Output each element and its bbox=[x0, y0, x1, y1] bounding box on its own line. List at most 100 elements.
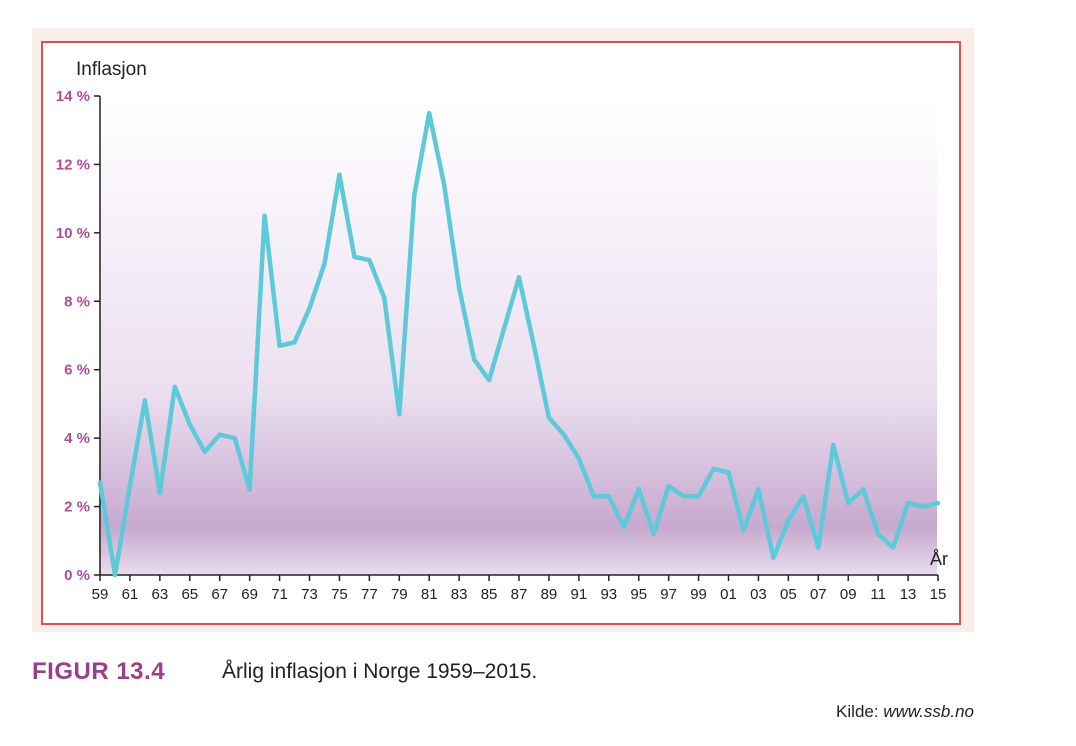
data-point bbox=[501, 326, 507, 331]
data-point bbox=[771, 555, 776, 561]
data-point bbox=[531, 343, 537, 348]
data-point bbox=[247, 487, 252, 492]
x-tick-label: 65 bbox=[181, 586, 198, 603]
data-point bbox=[127, 483, 133, 489]
series-group bbox=[97, 110, 941, 578]
x-tick-label: 89 bbox=[541, 586, 558, 603]
x-tick-label: 95 bbox=[630, 586, 647, 603]
data-point bbox=[636, 487, 641, 492]
inflation-chart: Inflasjon År 0 % 2 % 4 % 6 % 8 % 10 % 12 % 14 %… bbox=[41, 41, 961, 625]
data-point bbox=[711, 466, 716, 472]
data-point bbox=[831, 442, 836, 448]
data-point bbox=[816, 545, 821, 550]
data-point bbox=[591, 494, 597, 499]
source-link[interactable]: www.ssb.no bbox=[883, 702, 974, 721]
x-tick-label: 73 bbox=[301, 586, 318, 603]
data-point bbox=[232, 435, 237, 441]
data-point bbox=[337, 172, 342, 177]
data-point bbox=[890, 545, 896, 550]
x-tick-label: 61 bbox=[122, 586, 139, 603]
data-point bbox=[666, 483, 671, 489]
data-point bbox=[741, 528, 746, 533]
data-point bbox=[726, 470, 731, 475]
y-axis-label: Inflasjon bbox=[76, 59, 147, 80]
y-tick-label: 6 % bbox=[64, 362, 90, 379]
data-point bbox=[412, 193, 417, 198]
x-tick-label: 15 bbox=[930, 586, 947, 603]
data-point bbox=[606, 494, 611, 499]
x-tick-label: 69 bbox=[241, 586, 258, 603]
x-tick-label: 99 bbox=[690, 586, 707, 603]
x-tick-label: 63 bbox=[152, 586, 169, 603]
x-tick-label: 91 bbox=[571, 586, 588, 603]
x-tick-label: 87 bbox=[511, 586, 528, 603]
x-tick-label: 03 bbox=[750, 586, 767, 603]
data-point bbox=[621, 524, 626, 530]
data-point bbox=[935, 500, 941, 506]
y-tick-label: 4 % bbox=[64, 430, 90, 447]
x-tick-label: 85 bbox=[481, 586, 498, 603]
data-point bbox=[322, 261, 327, 266]
y-tick-label: 14 % bbox=[56, 88, 90, 105]
data-point bbox=[217, 432, 222, 437]
data-point bbox=[860, 487, 866, 492]
y-ticks: 0 % 2 % 4 % 6 % 8 % 10 % 12 % 14 % bbox=[56, 88, 100, 584]
x-tick-label: 07 bbox=[810, 586, 827, 603]
data-point bbox=[546, 415, 552, 420]
y-tick-label: 12 % bbox=[56, 156, 90, 173]
figure-label: FIGUR 13.4 bbox=[32, 658, 166, 685]
y-tick-label: 0 % bbox=[64, 567, 90, 584]
data-point bbox=[157, 490, 163, 496]
y-tick-label: 10 % bbox=[56, 225, 90, 242]
x-axis-label: År bbox=[930, 549, 948, 569]
data-point bbox=[486, 377, 492, 383]
data-point bbox=[397, 411, 402, 417]
x-tick-label: 05 bbox=[780, 586, 797, 603]
x-tick-label: 77 bbox=[361, 586, 378, 603]
x-tick-label: 83 bbox=[451, 586, 468, 603]
source-note: Kilde: www.ssb.no bbox=[836, 702, 974, 722]
figure-caption: Årlig inflasjon i Norge 1959–2015. bbox=[222, 660, 538, 683]
x-tick-label: 13 bbox=[900, 586, 917, 603]
data-point bbox=[382, 295, 387, 301]
data-point bbox=[801, 494, 806, 499]
data-point bbox=[441, 182, 447, 188]
x-tick-label: 11 bbox=[870, 586, 886, 603]
data-point bbox=[307, 305, 312, 311]
data-point bbox=[786, 518, 791, 523]
x-ticks: 59 61 63 65 67 69 71 73 75 77 79 81 83 85 87 89 91 93 95 97… bbox=[92, 575, 947, 603]
x-tick-label: 81 bbox=[421, 586, 438, 603]
x-tick-label: 67 bbox=[211, 586, 228, 603]
data-point bbox=[262, 213, 267, 218]
data-point bbox=[456, 285, 462, 290]
x-tick-label: 79 bbox=[391, 586, 408, 603]
data-point bbox=[352, 254, 357, 260]
source-prefix: Kilde: bbox=[836, 702, 884, 721]
plot-background bbox=[99, 96, 937, 575]
data-point bbox=[516, 275, 522, 280]
data-point bbox=[112, 572, 118, 578]
data-point bbox=[367, 258, 372, 263]
data-point bbox=[920, 504, 926, 509]
x-tick-label: 01 bbox=[720, 586, 737, 603]
x-tick-label: 09 bbox=[840, 586, 857, 603]
data-point bbox=[471, 357, 477, 362]
x-tick-label: 75 bbox=[331, 586, 348, 603]
data-point bbox=[277, 343, 282, 348]
y-tick-label: 2 % bbox=[64, 499, 90, 516]
x-tick-label: 71 bbox=[271, 586, 288, 603]
data-point bbox=[681, 494, 686, 499]
data-point bbox=[172, 384, 178, 390]
data-point bbox=[846, 500, 851, 506]
data-point bbox=[875, 531, 881, 537]
data-point bbox=[427, 110, 432, 116]
data-point bbox=[187, 422, 192, 427]
data-point bbox=[202, 449, 207, 455]
chart-frame: Inflasjon År 0 % 2 % 4 % 6 % 8 % 10 % 12 % 14 %… bbox=[32, 28, 974, 632]
x-tick-label: 93 bbox=[600, 586, 617, 603]
data-point bbox=[97, 480, 103, 485]
data-point bbox=[576, 456, 582, 461]
data-point bbox=[561, 432, 567, 437]
data-point bbox=[756, 487, 761, 492]
data-point bbox=[696, 494, 701, 499]
